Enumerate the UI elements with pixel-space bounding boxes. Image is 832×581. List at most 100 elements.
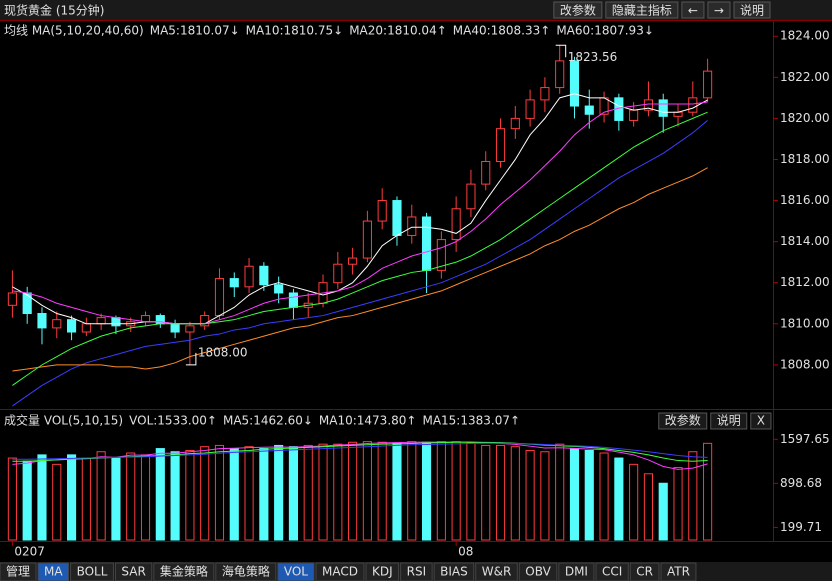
volume-bar <box>155 448 165 541</box>
tab-label[interactable]: RSI <box>407 565 427 579</box>
candle-body <box>333 263 343 284</box>
volume-bar <box>126 452 136 541</box>
tab-label[interactable]: MACD <box>322 565 358 579</box>
ma-line <box>12 93 708 325</box>
legend-entry: MA10:1473.80↑ <box>319 414 417 428</box>
y-tick-label: 1810.00 <box>780 316 830 330</box>
volume-bar <box>348 441 358 541</box>
legend-entry: VOL:1533.00↑ <box>129 414 217 428</box>
y-tick-label: 1597.65 <box>780 432 830 446</box>
panel-button-label[interactable]: X <box>757 414 765 428</box>
tab-label[interactable]: CR <box>636 565 653 579</box>
tab[interactable] <box>277 562 315 581</box>
y-tick-label: 1816.00 <box>780 193 830 207</box>
tab-label[interactable]: 集金策略 <box>160 564 208 579</box>
tab[interactable] <box>400 562 433 581</box>
tab[interactable] <box>595 562 629 581</box>
tab[interactable] <box>70 562 114 581</box>
toolbar-button-label[interactable]: 改参数 <box>560 3 596 18</box>
candle-body <box>540 87 550 101</box>
toolbar-button[interactable] <box>553 1 603 19</box>
y-tick-label: 199.71 <box>780 520 822 534</box>
volume-bar <box>37 454 47 541</box>
tab[interactable] <box>629 562 660 581</box>
volume-bar <box>333 443 343 541</box>
tab[interactable] <box>475 562 518 581</box>
toolbar-button-label[interactable]: → <box>714 4 724 18</box>
panel-button-label[interactable]: 改参数 <box>665 413 701 428</box>
tab-label[interactable]: VOL <box>284 565 308 579</box>
toolbar-button[interactable] <box>681 1 705 19</box>
volume-bar <box>318 443 328 541</box>
tab-label[interactable]: MA <box>44 565 63 579</box>
toolbar-button[interactable] <box>733 1 771 19</box>
tab[interactable] <box>0 562 37 581</box>
candle-body <box>37 313 47 329</box>
candle-body <box>421 216 432 271</box>
tab-label[interactable]: CCI <box>602 565 622 579</box>
candle-body <box>436 239 446 271</box>
tab[interactable] <box>518 562 558 581</box>
legend-entry: MA5:1810.07↓ <box>150 24 240 38</box>
y-tick-label: 1812.00 <box>780 275 830 289</box>
tab-label[interactable]: 管理 <box>6 564 30 579</box>
legend-entry: MA20:1810.04↑ <box>349 24 447 38</box>
y-tick-label: 1808.00 <box>780 357 830 371</box>
volume-bar <box>495 444 506 541</box>
legend-entry: MA10:1810.75↓ <box>246 24 344 38</box>
candle-body <box>288 292 299 308</box>
toolbar-button-label[interactable]: 说明 <box>740 3 764 18</box>
volume-bar <box>466 442 476 541</box>
tab-label[interactable]: ATR <box>667 565 690 579</box>
candle-body <box>407 216 417 236</box>
tab[interactable] <box>215 562 277 581</box>
candle-body <box>7 292 17 306</box>
panel-button-label[interactable]: 说明 <box>717 413 741 428</box>
tab-label[interactable]: W&R <box>482 565 512 579</box>
volume-bar <box>688 451 698 541</box>
candle-body <box>274 284 284 294</box>
tab-label[interactable]: 海龟策略 <box>222 564 270 579</box>
volume-ma-line <box>12 441 708 470</box>
toolbar-button[interactable] <box>605 1 679 19</box>
candle-body <box>510 117 520 130</box>
tab[interactable] <box>114 562 153 581</box>
chart-title: 现货黄金 (15分钟) <box>4 3 104 18</box>
candle-body <box>584 105 594 115</box>
tab[interactable] <box>433 562 475 581</box>
volume-bar <box>96 451 106 541</box>
toolbar-button-label[interactable]: 隐藏主指标 <box>612 3 672 18</box>
tab[interactable] <box>315 562 365 581</box>
volume-bar <box>407 441 417 541</box>
tab[interactable] <box>153 562 215 581</box>
legend-entry: MA5:1462.60↓ <box>223 414 313 428</box>
volume-bar <box>451 441 461 541</box>
tab-label[interactable]: SAR <box>121 565 145 579</box>
panel-button[interactable] <box>750 412 772 430</box>
tab[interactable] <box>660 562 697 581</box>
tab-label[interactable]: KDJ <box>372 565 393 579</box>
panel-button[interactable] <box>710 412 748 430</box>
tab-label[interactable]: DMI <box>565 565 588 579</box>
tab-label[interactable]: BOLL <box>77 565 108 579</box>
candle-body <box>259 265 269 286</box>
legend-entry: MA15:1383.07↑ <box>422 414 520 428</box>
toolbar-button[interactable] <box>707 1 731 19</box>
volume-bar <box>111 457 121 541</box>
tab[interactable] <box>365 562 400 581</box>
volume-bar <box>614 457 624 541</box>
volume-bar <box>288 446 299 541</box>
panel-button[interactable] <box>658 412 708 430</box>
tab-label[interactable]: OBV <box>525 565 551 579</box>
volume-bar <box>244 446 254 541</box>
volume-bar <box>510 446 520 541</box>
tab[interactable] <box>37 562 70 581</box>
tab[interactable] <box>558 562 595 581</box>
candle-body <box>96 317 106 325</box>
toolbar-button-label[interactable]: ← <box>688 4 698 18</box>
volume-bar <box>81 457 91 541</box>
legend-entry: 成交量 VOL(5,10,15) <box>4 413 123 428</box>
tab-label[interactable]: BIAS <box>440 565 468 579</box>
volume-bar <box>140 454 151 541</box>
